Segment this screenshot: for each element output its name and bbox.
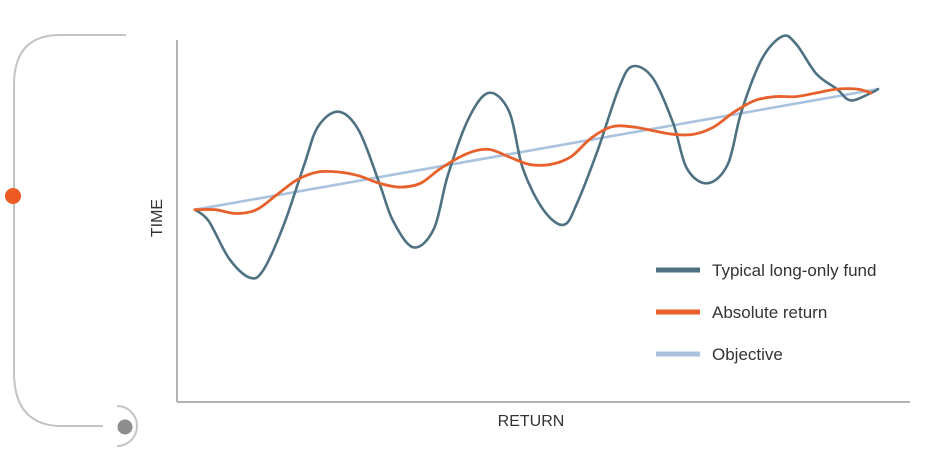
series-line-fund	[193, 34, 880, 280]
y-axis-label: TIME	[149, 199, 166, 237]
legend-label-objective: Objective	[712, 345, 783, 364]
legend-label-fund: Typical long-only fund	[712, 261, 876, 280]
x-axis-label: RETURN	[498, 413, 565, 430]
series-layer	[193, 34, 880, 280]
legend: Typical long-only fund Absolute return O…	[656, 261, 876, 364]
target-center-dot	[117, 419, 133, 435]
target-ring-arc	[116, 405, 138, 447]
orange-marker-dot	[5, 188, 21, 204]
series-line-absolute	[193, 87, 873, 215]
legend-label-absolute: Absolute return	[712, 303, 827, 322]
decorative-bracket	[13, 34, 126, 427]
series-line-objective	[193, 87, 880, 211]
